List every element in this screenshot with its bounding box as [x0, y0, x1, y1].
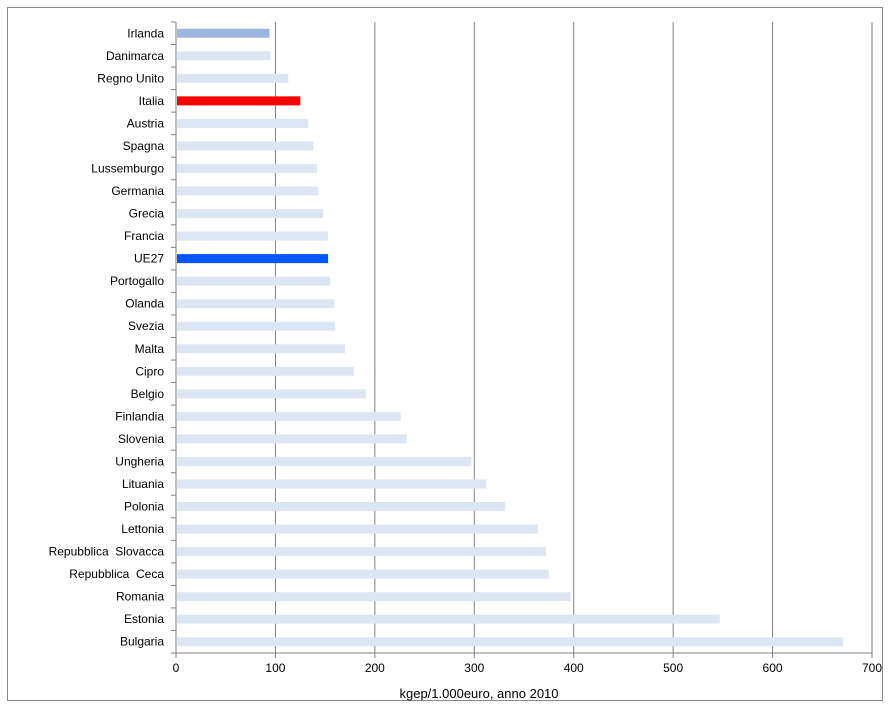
category-label: Repubblica Slovacca — [49, 545, 165, 559]
bar-8 — [177, 209, 324, 219]
bar-14 — [177, 344, 346, 354]
category-label: Polonia — [124, 500, 164, 514]
bar-2 — [177, 73, 289, 83]
bar-16 — [177, 389, 366, 399]
category-label: Lituania — [122, 477, 164, 491]
bar-23 — [177, 547, 546, 557]
category-label: Germania — [111, 184, 164, 198]
bar-0 — [177, 28, 270, 38]
x-tick-label: 700 — [862, 661, 882, 675]
bar-21 — [177, 502, 506, 512]
category-label: Repubblica Ceca — [69, 567, 164, 581]
bar-13 — [177, 321, 336, 331]
bar-27 — [177, 637, 844, 647]
bar-4 — [177, 118, 309, 128]
category-label: Austria — [127, 116, 165, 130]
bar-15 — [177, 366, 354, 376]
y-axis: Irlanda Danimarca Regno Unito Italia Austria… — [49, 21, 177, 654]
x-tick-label: 200 — [365, 661, 385, 675]
bar-1 — [177, 51, 271, 61]
bar-11 — [177, 276, 331, 286]
bar-10 — [177, 254, 329, 264]
category-label: Irlanda — [127, 26, 164, 40]
bar-17 — [177, 411, 401, 421]
bar-25 — [177, 592, 571, 602]
category-label: UE27 — [134, 252, 164, 266]
category-label: Francia — [124, 229, 164, 243]
category-label: Olanda — [125, 297, 164, 311]
x-axis-title: kgep/1.000euro, anno 2010 — [399, 686, 558, 701]
bar-9 — [177, 231, 329, 241]
category-label: Regno Unito — [97, 71, 164, 85]
category-label: Cipro — [135, 364, 164, 378]
category-label: Belgio — [131, 387, 165, 401]
x-tick-label: 100 — [265, 661, 285, 675]
bar-20 — [177, 479, 487, 489]
bars — [177, 28, 844, 647]
category-label: Ungheria — [115, 454, 164, 468]
x-tick-label: 300 — [464, 661, 484, 675]
bar-24 — [177, 569, 549, 579]
gridlines — [274, 22, 873, 653]
x-tick-label: 500 — [663, 661, 683, 675]
category-label: Lettonia — [121, 522, 164, 536]
category-label: Portogallo — [110, 274, 164, 288]
category-label: Danimarca — [106, 49, 164, 63]
category-label: Finlandia — [115, 409, 164, 423]
bar-18 — [177, 434, 407, 444]
category-label: Bulgaria — [120, 635, 164, 649]
category-label: Spagna — [123, 139, 165, 153]
bar-22 — [177, 524, 538, 534]
bar-7 — [177, 186, 319, 196]
category-label: Italia — [139, 94, 165, 108]
x-tick-label: 600 — [763, 661, 783, 675]
bar-26 — [177, 614, 720, 624]
bar-6 — [177, 163, 318, 173]
chart-frame — [7, 7, 883, 701]
bar-3 — [177, 96, 301, 106]
category-label: Grecia — [129, 207, 165, 221]
x-tick-label: 0 — [173, 661, 180, 675]
category-label: Malta — [135, 342, 165, 356]
bar-12 — [177, 299, 335, 309]
bar-19 — [177, 456, 472, 466]
category-label: Slovenia — [118, 432, 164, 446]
category-label: Romania — [116, 590, 164, 604]
bar-5 — [177, 141, 314, 151]
category-label: Estonia — [124, 612, 164, 626]
category-label: Svezia — [128, 319, 164, 333]
category-label: Lussemburgo — [91, 161, 164, 175]
x-tick-label: 400 — [564, 661, 584, 675]
x-axis: 0 100 200 300 400 500 600 700 — [173, 652, 882, 675]
